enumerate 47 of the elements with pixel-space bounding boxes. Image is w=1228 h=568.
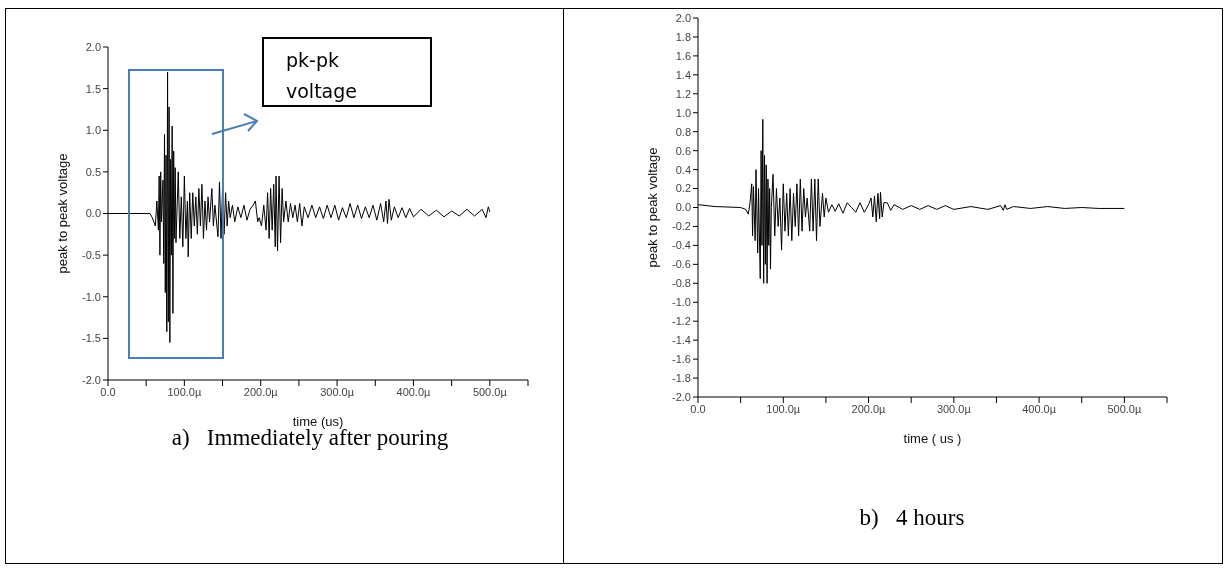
y-tick-label: -0.4 (672, 239, 691, 252)
y-tick-label: -1.6 (672, 353, 691, 366)
y-tick-label: 1.6 (675, 49, 691, 62)
annotation: pk-pk voltage (286, 48, 358, 104)
x-axis-title: time ( us ) (903, 431, 962, 446)
y-tick-label: -0.8 (672, 277, 691, 290)
y-tick-label: -1.0 (672, 296, 691, 309)
y-tick-label: -1.8 (672, 371, 691, 384)
y-tick-label: 1.0 (85, 124, 101, 137)
x-tick-label: 400.0µ (396, 385, 432, 398)
y-tick-label: 0.8 (675, 125, 691, 138)
text: b) 4 hours (858, 505, 966, 531)
y-tick-label: -0.2 (672, 220, 691, 233)
y-axis-title: peak to peak voltage (54, 153, 70, 274)
x-tick-label: 200.0µ (851, 402, 887, 415)
x-tick-label: 0.0 (690, 402, 706, 415)
x-tick-label: 200.0µ (243, 385, 279, 398)
x-tick-label: 400.0µ (1022, 402, 1057, 415)
y-tick-label: 0.6 (675, 144, 691, 157)
y-tick-label: 2.0 (675, 11, 691, 24)
y-tick-label: 0.2 (675, 182, 691, 195)
y-tick-label: -1.4 (672, 334, 691, 347)
y-tick-label: -0.6 (672, 258, 691, 271)
y-tick-label: 1.5 (85, 82, 101, 95)
x-tick-label: 300.0µ (320, 385, 355, 398)
y-tick-label: 0.4 (675, 163, 691, 176)
y-tick-label: -1.5 (82, 332, 101, 345)
y-tick-label: 2.0 (85, 40, 101, 53)
y-tick-label: -1.2 (672, 315, 691, 328)
y-tick-label: -1.0 (82, 290, 101, 303)
y-tick-label: 1.8 (675, 30, 691, 43)
x-tick-label: 100.0µ (766, 402, 801, 415)
y-axis-title: peak to peak voltage (644, 147, 660, 268)
y-tick-label: -2.0 (82, 373, 101, 386)
x-tick-label: 500.0µ (472, 385, 508, 398)
y-tick-label: 0.5 (85, 165, 101, 178)
y-tick-label: 0.0 (85, 207, 101, 220)
x-tick-label: 100.0µ (167, 385, 202, 398)
y-tick-label: 0.0 (675, 201, 691, 214)
y-tick-label: 1.4 (675, 68, 691, 81)
x-tick-label: 500.0µ (1107, 402, 1142, 415)
y-tick-label: -0.5 (82, 249, 101, 262)
x-tick-label: 300.0µ (936, 402, 972, 415)
y-tick-label: -2.0 (672, 390, 691, 403)
x-tick-label: 0.0 (100, 385, 116, 398)
y-tick-label: 1.0 (675, 106, 691, 119)
y-tick-label: 1.2 (675, 87, 691, 100)
